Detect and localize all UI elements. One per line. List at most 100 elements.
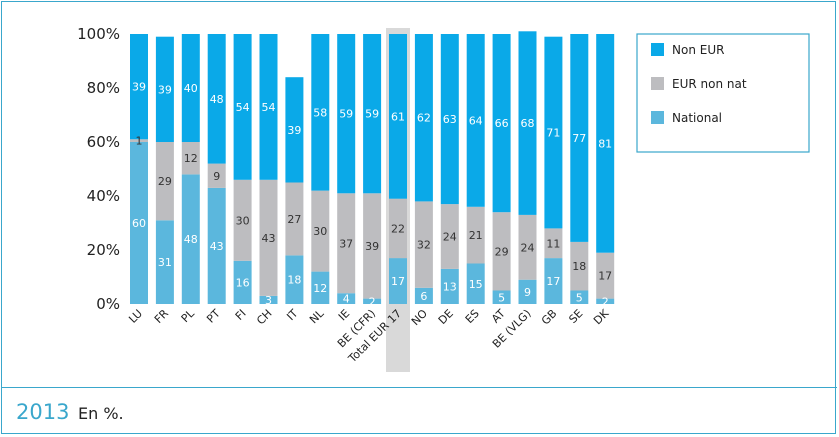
data-label: 48 bbox=[184, 233, 198, 246]
bar-segment bbox=[130, 142, 148, 304]
y-tick-label: 60% bbox=[87, 133, 120, 151]
data-label: 30 bbox=[236, 214, 250, 227]
data-label: 17 bbox=[598, 270, 612, 283]
category-label: DE bbox=[436, 307, 456, 327]
data-label: 15 bbox=[469, 278, 483, 291]
category-label: NL bbox=[307, 306, 327, 326]
data-label: 18 bbox=[572, 260, 586, 273]
category-label: FI bbox=[233, 307, 249, 323]
bar-segment bbox=[596, 298, 615, 304]
data-label: 2 bbox=[602, 295, 609, 308]
data-label: 18 bbox=[287, 274, 301, 287]
bar-segment bbox=[466, 206, 485, 264]
bar-segment bbox=[130, 139, 148, 142]
data-label: 43 bbox=[210, 240, 224, 253]
footer-year: 2013 bbox=[16, 400, 70, 424]
bar-segment bbox=[492, 290, 511, 304]
bar-segment bbox=[311, 34, 330, 191]
bar-segment bbox=[414, 34, 433, 202]
data-label: 62 bbox=[417, 112, 431, 125]
bar-segment bbox=[492, 212, 511, 291]
y-tick-label: 0% bbox=[96, 295, 120, 313]
data-label: 43 bbox=[262, 232, 276, 245]
data-label: 2 bbox=[369, 295, 376, 308]
data-label: 40 bbox=[184, 82, 198, 95]
bar-segment bbox=[233, 260, 252, 304]
data-label: 59 bbox=[365, 108, 379, 121]
y-tick-label: 100% bbox=[77, 25, 120, 43]
category-label: AT bbox=[489, 307, 508, 326]
category-label: IE bbox=[336, 307, 352, 323]
data-label: 68 bbox=[521, 117, 535, 130]
bar-segment bbox=[259, 34, 278, 180]
data-label: 66 bbox=[495, 117, 509, 130]
bar-segment bbox=[207, 163, 226, 188]
legend-entry: EUR non nat bbox=[672, 77, 747, 91]
data-label: 63 bbox=[443, 113, 457, 126]
bar-segment bbox=[389, 34, 407, 199]
bar-segment bbox=[363, 298, 382, 304]
bar-segment bbox=[363, 193, 382, 299]
bar-segment bbox=[570, 34, 589, 242]
data-label: 4 bbox=[343, 293, 350, 306]
category-label: GB bbox=[539, 307, 560, 328]
bar-segment bbox=[311, 271, 330, 304]
category-label: LU bbox=[126, 307, 145, 326]
data-label: 22 bbox=[391, 222, 405, 235]
data-label: 48 bbox=[210, 93, 224, 106]
bar-segment bbox=[337, 293, 356, 304]
data-label: 39 bbox=[132, 81, 146, 94]
bar-segment bbox=[518, 279, 537, 304]
data-label: 54 bbox=[262, 101, 276, 114]
data-label: 59 bbox=[339, 108, 353, 121]
legend-swatch bbox=[651, 43, 664, 56]
legend-entry: National bbox=[672, 111, 722, 125]
bar-segment bbox=[311, 190, 330, 272]
data-label: 64 bbox=[469, 114, 483, 127]
bar-segment bbox=[285, 77, 304, 183]
data-label: 9 bbox=[213, 170, 220, 183]
data-label: 13 bbox=[443, 280, 457, 293]
data-label: 17 bbox=[391, 275, 405, 288]
data-label: 71 bbox=[546, 127, 560, 140]
data-label: 29 bbox=[495, 245, 509, 258]
bar-segment bbox=[389, 258, 407, 304]
category-label: FR bbox=[152, 307, 171, 326]
bar-segment bbox=[181, 174, 200, 304]
legend-swatch bbox=[651, 111, 664, 124]
bar-segment bbox=[155, 36, 174, 143]
data-label: 17 bbox=[546, 275, 560, 288]
bar-segment bbox=[440, 34, 459, 205]
data-label: 12 bbox=[313, 282, 327, 295]
category-label: PT bbox=[204, 307, 223, 326]
data-label: 1 bbox=[136, 135, 143, 148]
bar-segment bbox=[544, 36, 563, 229]
data-label: 54 bbox=[236, 101, 250, 114]
bar-segment bbox=[285, 182, 304, 256]
data-label: 60 bbox=[132, 217, 146, 230]
footer-divider bbox=[2, 387, 837, 388]
bar-segment bbox=[596, 34, 615, 253]
data-label: 77 bbox=[572, 132, 586, 145]
data-label: 5 bbox=[498, 291, 505, 304]
bar-segment bbox=[363, 34, 382, 194]
bar-segment bbox=[440, 268, 459, 304]
bar-segment bbox=[181, 142, 200, 175]
data-label: 39 bbox=[365, 240, 379, 253]
bar-segment bbox=[130, 34, 148, 140]
bar-segment bbox=[544, 228, 563, 259]
bar-segment bbox=[466, 34, 485, 207]
bar-segment bbox=[414, 287, 433, 304]
bar-segment bbox=[181, 34, 200, 142]
bar-segment bbox=[518, 31, 537, 215]
bar-segment bbox=[285, 255, 304, 304]
bar-segment bbox=[570, 290, 589, 304]
bar-segment bbox=[207, 34, 226, 164]
data-label: 16 bbox=[236, 276, 250, 289]
data-label: 32 bbox=[417, 239, 431, 252]
data-label: 30 bbox=[313, 225, 327, 238]
bar-segment bbox=[259, 179, 278, 296]
data-label: 9 bbox=[524, 286, 531, 299]
data-label: 12 bbox=[184, 152, 198, 165]
category-label: ES bbox=[463, 307, 482, 326]
